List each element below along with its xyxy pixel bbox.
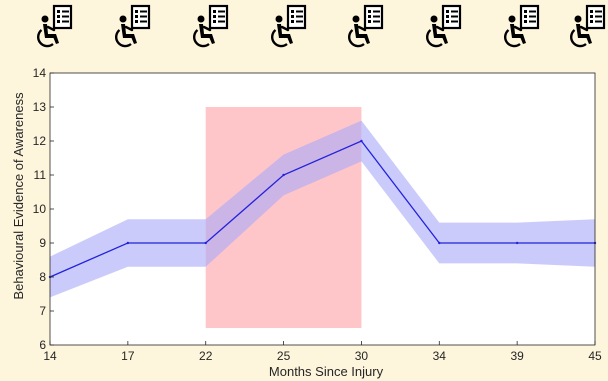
- y-tick-label: 9: [39, 236, 46, 250]
- wheelchair-checklist-icon: [191, 2, 231, 62]
- x-tick-label: 22: [199, 349, 213, 363]
- x-tick-label: 25: [277, 349, 291, 363]
- data-point: [438, 241, 441, 245]
- y-tick-label: 11: [34, 168, 47, 182]
- wheelchair-checklist-icon: [346, 2, 386, 62]
- y-tick-label: 6: [39, 338, 46, 352]
- y-tick-label: 12: [33, 134, 47, 148]
- x-tick-label: 39: [510, 349, 524, 363]
- wheelchair-checklist-icon: [35, 2, 75, 62]
- icon-row: [0, 0, 608, 66]
- series-line: [49, 140, 595, 278]
- confidence-band: [50, 120, 595, 298]
- x-axis-label: Months Since Injury: [269, 364, 384, 379]
- wheelchair-checklist-icon: [568, 2, 608, 62]
- data-point: [204, 241, 207, 245]
- wheelchair-checklist-icon: [269, 2, 309, 62]
- wheelchair-checklist-icon: [113, 2, 153, 62]
- x-tick-label: 17: [121, 349, 135, 363]
- x-tick-label: 14: [43, 349, 57, 363]
- y-tick-label: 10: [33, 202, 47, 216]
- y-tick-label: 7: [39, 304, 46, 318]
- data-point: [282, 173, 285, 177]
- x-tick-label: 34: [433, 349, 447, 363]
- y-tick-label: 14: [33, 66, 47, 80]
- y-tick-label: 13: [33, 100, 47, 114]
- y-axis-label: Behavioural Evidence of Awareness: [11, 92, 26, 300]
- y-tick-label: 8: [39, 270, 46, 284]
- x-tick-label: 45: [588, 349, 602, 363]
- wheelchair-checklist-icon: [424, 2, 464, 62]
- data-point: [126, 241, 130, 245]
- data-point: [360, 139, 363, 143]
- data-point: [515, 241, 519, 245]
- wheelchair-checklist-icon: [502, 2, 542, 62]
- x-tick-label: 30: [355, 349, 369, 363]
